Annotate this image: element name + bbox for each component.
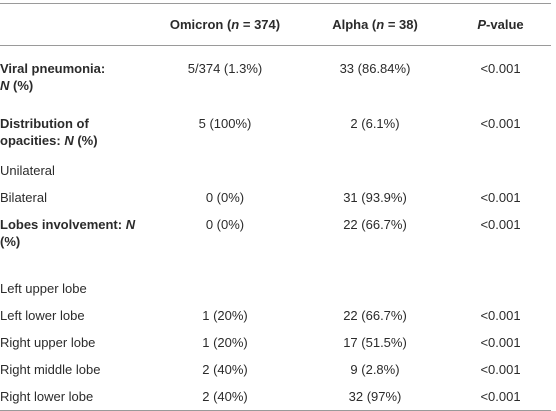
omicron-cell: 2 (40%) — [150, 383, 300, 411]
alpha-cell — [300, 275, 450, 302]
table-row: Lobes involvement: N (%) 0 (0%) 22 (66.7… — [0, 211, 551, 275]
row-label-bold: Lobes involvement: — [0, 217, 123, 232]
table-row: Right middle lobe 2 (40%) 9 (2.8%) <0.00… — [0, 356, 551, 383]
alpha-cell: 17 (51.5%) — [343, 335, 407, 350]
header-alpha-label: Alpha ( — [332, 17, 377, 32]
omicron-cell: 0 (0%) — [205, 217, 245, 232]
omicron-cell: 5 (100%) — [198, 116, 252, 131]
row-label: Left upper lobe — [0, 281, 87, 296]
table-row: Right upper lobe 1 (20%) 17 (51.5%) <0.0… — [0, 329, 551, 356]
header-omicron: Omicron (n = 374) — [150, 3, 300, 46]
row-label-italic: N — [64, 133, 74, 148]
row-label: Right lower lobe — [0, 383, 150, 411]
omicron-cell: 1 (20%) — [202, 308, 248, 323]
p-value-cell: <0.001 — [480, 335, 521, 350]
p-value-cell: <0.001 — [480, 362, 521, 377]
row-label-bold: Distribution of opacities: — [0, 116, 89, 148]
header-empty-cell — [0, 3, 150, 46]
header-omicron-label: Omicron ( — [169, 17, 232, 32]
header-alpha-n: n — [376, 17, 385, 32]
row-label: Viral pneumonia: N (%) — [0, 46, 150, 112]
row-label-tail: (%) — [73, 133, 98, 148]
row-label: Right middle lobe — [0, 362, 101, 377]
p-value-cell: <0.001 — [480, 217, 521, 232]
alpha-cell: 22 (66.7%) — [343, 308, 407, 323]
p-value-cell: <0.001 — [480, 190, 521, 205]
p-value-cell: <0.001 — [480, 61, 521, 76]
row-label-tail: (%) — [9, 78, 34, 93]
header-p-value: P-value — [450, 3, 551, 46]
alpha-cell: 33 (86.84%) — [339, 61, 411, 76]
header-alpha: Alpha (n = 38) — [300, 3, 450, 46]
p-value-cell: <0.001 — [480, 308, 521, 323]
omicron-cell: 1 (20%) — [202, 335, 248, 350]
table-row: Left upper lobe — [0, 275, 551, 302]
table-row: Left lower lobe 1 (20%) 22 (66.7%) <0.00… — [0, 302, 551, 329]
omicron-cell: 0 (0%) — [205, 190, 245, 205]
alpha-cell — [300, 157, 450, 184]
row-label-italic: N — [125, 217, 136, 232]
alpha-cell: 31 (93.9%) — [343, 190, 407, 205]
row-label: Right upper lobe — [0, 335, 96, 350]
table-header: Omicron (n = 374) Alpha (n = 38) P-value — [0, 3, 551, 46]
p-value-cell — [450, 275, 551, 302]
omicron-cell: 5/374 (1.3%) — [187, 61, 263, 76]
alpha-cell: 2 (6.1%) — [350, 116, 400, 131]
table-row: Viral pneumonia: N (%) 5/374 (1.3%) 33 (8… — [0, 46, 551, 112]
omicron-cell — [150, 157, 300, 184]
header-p-italic: P — [477, 17, 487, 32]
alpha-cell: 32 (97%) — [300, 383, 450, 411]
table-body: Viral pneumonia: N (%) 5/374 (1.3%) 33 (8… — [0, 46, 551, 411]
p-value-cell: <0.001 — [450, 383, 551, 411]
row-label: Lobes involvement: N (%) — [0, 211, 150, 275]
alpha-cell: 9 (2.8%) — [350, 362, 400, 377]
p-value-cell — [450, 157, 551, 184]
omicron-cell: 2 (40%) — [202, 362, 248, 377]
row-label: Distribution of opacities: N (%) — [0, 111, 150, 157]
row-label-bold: Viral pneumonia: — [0, 61, 106, 76]
p-value-cell: <0.001 — [480, 116, 521, 131]
row-label: Bilateral — [0, 190, 47, 205]
comparison-table: Omicron (n = 374) Alpha (n = 38) P-value… — [0, 3, 551, 411]
row-label: Left lower lobe — [0, 308, 85, 323]
header-alpha-count: = 38) — [384, 17, 418, 32]
header-omicron-n: n — [231, 17, 240, 32]
row-label-tail: (%) — [0, 234, 21, 249]
table-row: Bilateral 0 (0%) 31 (93.9%) <0.001 — [0, 184, 551, 211]
row-label: Unilateral — [0, 163, 55, 178]
row-label-italic: N — [0, 78, 10, 93]
omicron-cell — [150, 275, 300, 302]
header-row: Omicron (n = 374) Alpha (n = 38) P-value — [0, 3, 551, 46]
table-row: Distribution of opacities: N (%) 5 (100%… — [0, 111, 551, 157]
table-row: Right lower lobe 2 (40%) 32 (97%) <0.001 — [0, 383, 551, 411]
alpha-cell: 22 (66.7%) — [343, 217, 407, 232]
header-omicron-count: = 374) — [239, 17, 281, 32]
header-p-rest: -value — [486, 17, 524, 32]
table-row: Unilateral — [0, 157, 551, 184]
comparison-table-container: Omicron (n = 374) Alpha (n = 38) P-value… — [0, 3, 556, 411]
